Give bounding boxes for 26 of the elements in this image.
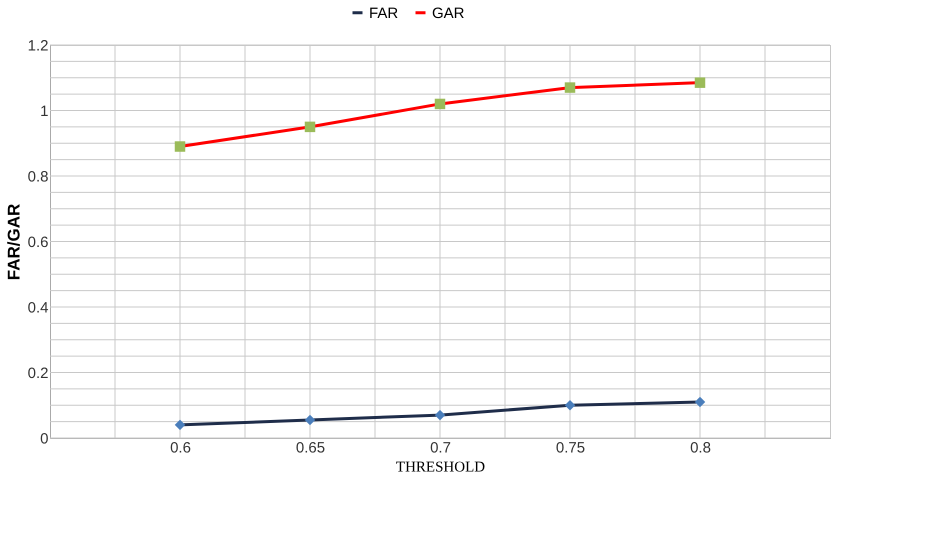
x-tick-label: 0.6 (170, 440, 191, 456)
legend-label: GAR (432, 4, 465, 22)
x-tick-label: 0.75 (556, 440, 586, 456)
point (694, 396, 706, 408)
point (304, 414, 316, 426)
point (174, 420, 186, 430)
y-tick-label: 1 (40, 103, 48, 120)
y-tick-label: 0.2 (28, 365, 48, 382)
y-tick-label: 0 (40, 430, 48, 448)
y-tick-label: 1.2 (28, 38, 48, 54)
legend-label: FAR (369, 4, 398, 22)
x-tick-label: 0.65 (296, 440, 326, 456)
point (434, 98, 446, 110)
x-tick-label: 0.8 (690, 440, 711, 456)
y-tick-label: 0.6 (28, 234, 48, 251)
x-axis-title: THRESHOLD (396, 460, 486, 476)
x-tick-label: 0.7 (430, 440, 451, 456)
point (694, 77, 706, 88)
point (304, 122, 316, 132)
y-tick-label: 0.4 (28, 300, 48, 316)
y-tick-label: 0.8 (28, 168, 48, 186)
y-axis-title: FAR/GAR (4, 204, 24, 280)
point (564, 400, 576, 410)
point (434, 410, 446, 420)
point (174, 141, 186, 152)
point (564, 82, 576, 93)
